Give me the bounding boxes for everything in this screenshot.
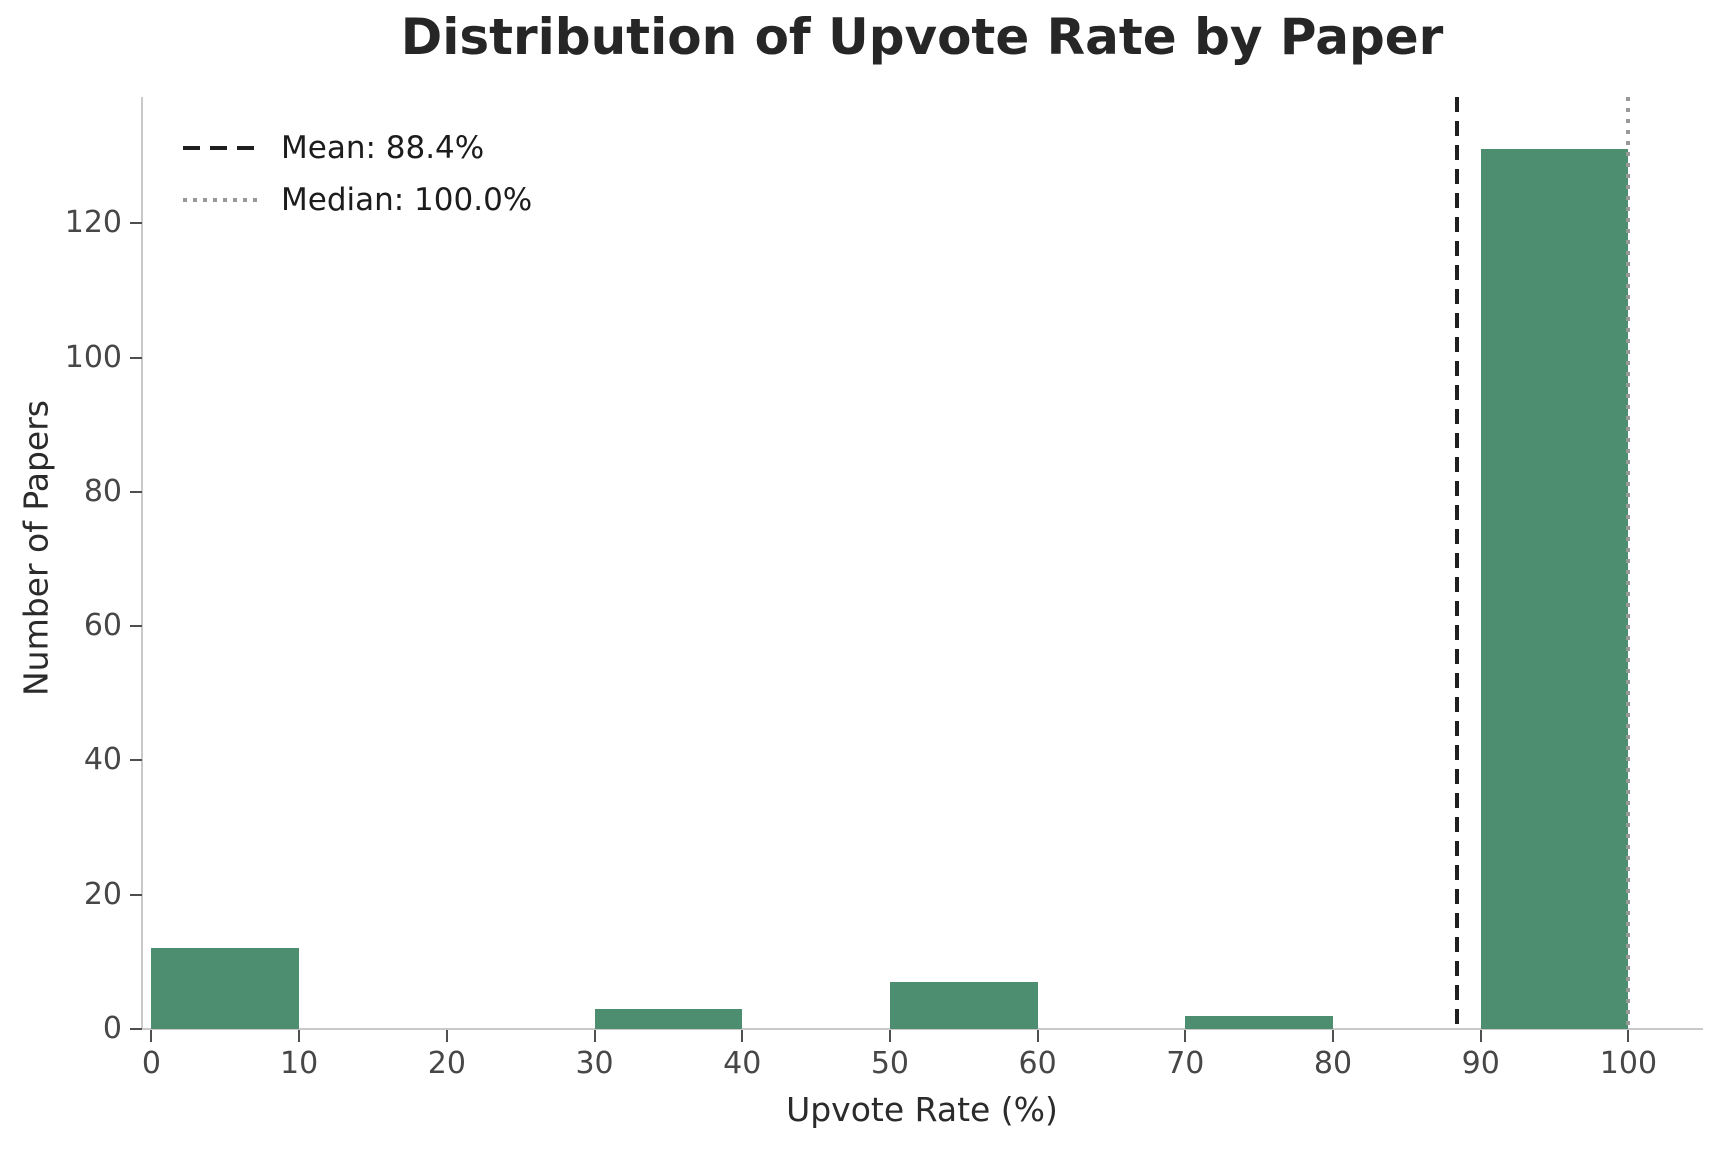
y-tick-label: 80 (83, 473, 122, 509)
x-tick (1627, 1030, 1630, 1042)
x-tick-label: 30 (575, 1046, 614, 1081)
y-axis-spine (141, 97, 143, 1030)
histogram-bar (151, 948, 300, 1029)
y-tick-label: 0 (102, 1011, 122, 1046)
y-tick-label: 40 (83, 742, 122, 778)
legend-item-mean: Mean: 88.4% (183, 126, 532, 170)
x-tick (150, 1030, 153, 1042)
y-tick (130, 490, 142, 493)
y-tick-label: 120 (64, 205, 122, 241)
x-axis-spine (141, 1028, 1703, 1030)
y-tick (130, 1028, 142, 1030)
histogram-bar (594, 1008, 743, 1029)
x-tick-label: 50 (870, 1046, 910, 1081)
x-tick-label: 40 (723, 1046, 762, 1081)
legend: Mean: 88.4% Median: 100.0% (183, 126, 532, 222)
x-tick-label: 10 (280, 1046, 319, 1081)
x-tick-label: 20 (427, 1046, 466, 1081)
y-tick-label: 100 (64, 339, 122, 375)
x-tick (888, 1030, 891, 1042)
x-tick-label: 90 (1461, 1046, 1500, 1081)
x-tick-label: 70 (1166, 1046, 1205, 1081)
histogram-bar (1480, 149, 1629, 1029)
legend-label-mean: Mean: 88.4% (281, 130, 485, 166)
x-tick-label: 60 (1018, 1046, 1057, 1081)
y-tick-label: 20 (83, 876, 122, 912)
y-tick (130, 625, 142, 628)
x-tick-label: 0 (141, 1046, 161, 1081)
x-tick (298, 1030, 301, 1042)
median-dotted-line-icon (183, 198, 259, 202)
mean-line (1455, 97, 1460, 1029)
y-tick (130, 222, 142, 225)
median-line (1626, 97, 1631, 1029)
y-tick (130, 356, 142, 359)
x-tick (593, 1030, 596, 1042)
x-tick (741, 1030, 744, 1042)
x-tick (1184, 1030, 1187, 1042)
x-tick-label: 80 (1313, 1046, 1353, 1081)
x-tick (1332, 1030, 1335, 1042)
y-tick (130, 893, 142, 896)
x-tick (1036, 1030, 1039, 1042)
legend-item-median: Median: 100.0% (183, 178, 532, 222)
y-tick-label: 60 (83, 608, 122, 644)
mean-dashed-line-icon (183, 146, 259, 150)
x-tick-label: 100 (1599, 1046, 1658, 1081)
y-axis-label: Number of Papers (16, 399, 56, 697)
x-tick (1479, 1030, 1482, 1042)
y-tick (130, 759, 142, 762)
histogram-bar (889, 981, 1038, 1029)
histogram-bar (1185, 1015, 1333, 1029)
chart-title: Distribution of Upvote Rate by Paper (400, 8, 1444, 66)
x-tick (445, 1030, 448, 1042)
x-axis-label: Upvote Rate (%) (786, 1090, 1058, 1129)
legend-label-median: Median: 100.0% (281, 182, 533, 218)
